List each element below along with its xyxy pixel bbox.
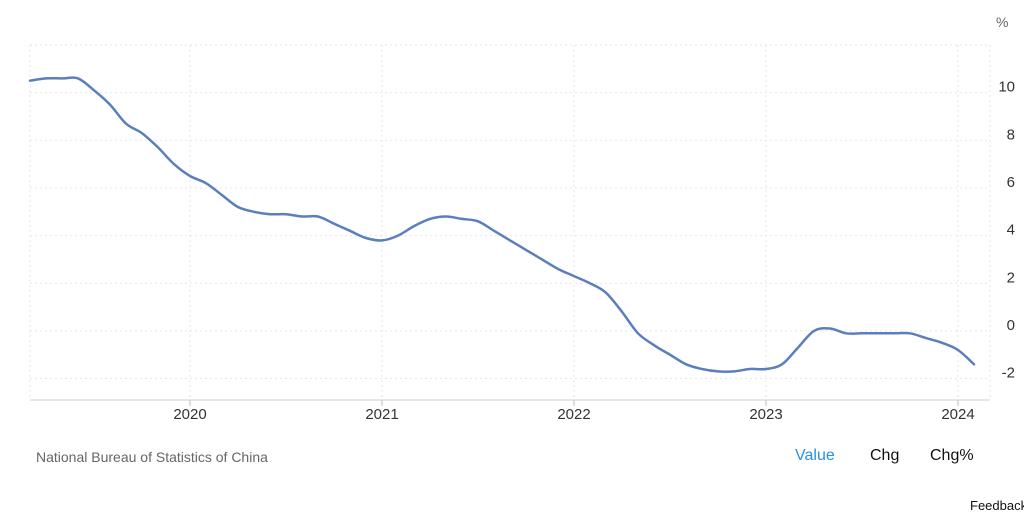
- y-tick-label: -2: [1002, 365, 1015, 382]
- x-tick-label: 2024: [941, 406, 974, 423]
- y-tick-label: 2: [1007, 269, 1015, 286]
- line-chart: % 10 8 6 4 2 0 -2 2020 2021 2022 2023 2024: [28, 14, 1015, 423]
- x-tick-label: 2022: [557, 406, 590, 423]
- series-line: [28, 76, 976, 373]
- x-tick-label: 2023: [749, 406, 782, 423]
- y-tick-label: 10: [998, 79, 1015, 96]
- tab-chg-percent[interactable]: Chg%: [930, 447, 974, 464]
- y-tick-label: 0: [1007, 317, 1015, 334]
- y-tick-label: 8: [1007, 126, 1015, 143]
- x-tick-label: 2020: [173, 406, 206, 423]
- chart-axes: % 10 8 6 4 2 0 -2 2020 2021 2022 2023 2024: [173, 14, 1015, 423]
- chart-grid: [29, 44, 991, 406]
- tab-chg[interactable]: Chg: [870, 447, 900, 464]
- y-unit-label: %: [996, 14, 1008, 30]
- x-tick-label: 2021: [365, 406, 398, 423]
- feedback-link[interactable]: Feedback: [970, 498, 1024, 513]
- y-tick-label: 4: [1007, 222, 1015, 239]
- chart-series: [28, 76, 976, 373]
- source-label: National Bureau of Statistics of China: [36, 449, 268, 465]
- y-tick-label: 6: [1007, 174, 1015, 191]
- tab-value[interactable]: Value: [795, 447, 835, 464]
